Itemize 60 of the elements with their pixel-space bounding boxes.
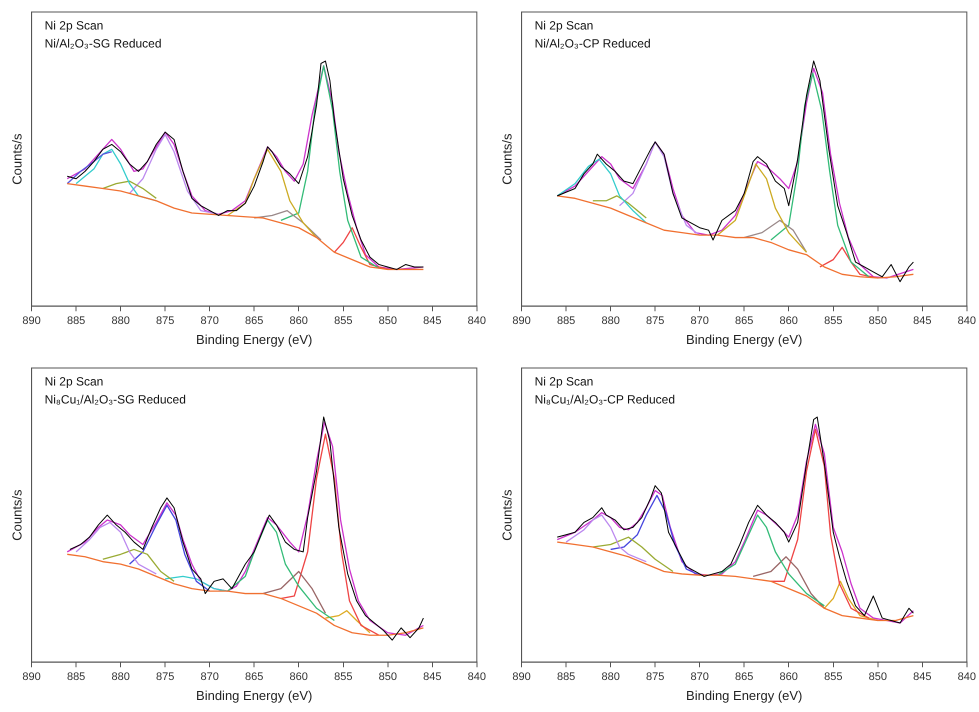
x-tick-label: 855 bbox=[334, 670, 352, 683]
x-tick-label: 875 bbox=[156, 670, 174, 683]
x-tick-label: 840 bbox=[958, 314, 976, 327]
x-tick-label: 865 bbox=[245, 670, 264, 683]
x-tick-label: 885 bbox=[66, 670, 86, 683]
y-axis-title: Counts/s bbox=[9, 132, 24, 185]
x-tick-label: 855 bbox=[824, 670, 842, 683]
x-tick-label: 855 bbox=[334, 314, 352, 327]
x-tick-label: 850 bbox=[868, 314, 887, 327]
x-tick-label: 850 bbox=[378, 670, 397, 683]
x-tick-label: 890 bbox=[512, 670, 531, 683]
x-tick-label: 845 bbox=[913, 314, 932, 327]
x-axis-title: Binding Energy (eV) bbox=[686, 688, 802, 703]
x-tick-label: 845 bbox=[423, 670, 442, 683]
x-tick-label: 840 bbox=[468, 670, 486, 683]
chart-subtitle: Ni/Al₂O₃-CP Reduced bbox=[534, 36, 651, 50]
x-tick-label: 865 bbox=[735, 314, 754, 327]
x-tick-label: 875 bbox=[646, 314, 664, 327]
x-tick-label: 875 bbox=[156, 314, 174, 327]
x-tick-label: 845 bbox=[913, 670, 932, 683]
y-axis-title: Counts/s bbox=[499, 488, 514, 541]
x-tick-label: 865 bbox=[735, 670, 754, 683]
chart-subtitle: Ni₈Cu₁/Al₂O₃-SG Reduced bbox=[44, 392, 186, 406]
x-tick-label: 860 bbox=[290, 670, 308, 683]
chart-subtitle: Ni₈Cu₁/Al₂O₃-CP Reduced bbox=[534, 392, 676, 406]
x-tick-label: 880 bbox=[111, 314, 130, 327]
chart-title: Ni 2p Scan bbox=[44, 18, 104, 32]
chart-title: Ni 2p Scan bbox=[534, 18, 594, 32]
x-tick-label: 850 bbox=[868, 670, 887, 683]
chart-title: Ni 2p Scan bbox=[534, 374, 594, 388]
x-tick-label: 870 bbox=[200, 670, 219, 683]
x-tick-label: 860 bbox=[780, 314, 798, 327]
x-tick-label: 845 bbox=[423, 314, 442, 327]
x-tick-label: 885 bbox=[66, 314, 86, 327]
x-tick-label: 880 bbox=[111, 670, 130, 683]
x-tick-label: 870 bbox=[690, 314, 709, 327]
x-tick-label: 865 bbox=[245, 314, 264, 327]
x-tick-label: 870 bbox=[200, 314, 219, 327]
x-axis-title: Binding Energy (eV) bbox=[196, 332, 312, 347]
x-tick-label: 890 bbox=[22, 670, 41, 683]
x-tick-label: 860 bbox=[290, 314, 308, 327]
y-axis-title: Counts/s bbox=[9, 488, 24, 541]
x-tick-label: 880 bbox=[601, 670, 620, 683]
x-axis-title: Binding Energy (eV) bbox=[686, 332, 802, 347]
x-axis-title: Binding Energy (eV) bbox=[196, 688, 312, 703]
x-tick-label: 880 bbox=[601, 314, 620, 327]
x-tick-label: 855 bbox=[824, 314, 842, 327]
x-tick-label: 890 bbox=[22, 314, 41, 327]
x-tick-label: 840 bbox=[468, 314, 486, 327]
x-tick-label: 840 bbox=[958, 670, 976, 683]
x-tick-label: 860 bbox=[780, 670, 798, 683]
x-tick-label: 890 bbox=[512, 314, 531, 327]
x-tick-label: 885 bbox=[556, 314, 576, 327]
x-tick-label: 875 bbox=[646, 670, 664, 683]
x-tick-label: 870 bbox=[690, 670, 709, 683]
y-axis-title: Counts/s bbox=[499, 132, 514, 185]
chart-subtitle: Ni/Al₂O₃-SG Reduced bbox=[44, 36, 162, 50]
x-tick-label: 885 bbox=[556, 670, 576, 683]
x-tick-label: 850 bbox=[378, 314, 397, 327]
chart-title: Ni 2p Scan bbox=[44, 374, 104, 388]
